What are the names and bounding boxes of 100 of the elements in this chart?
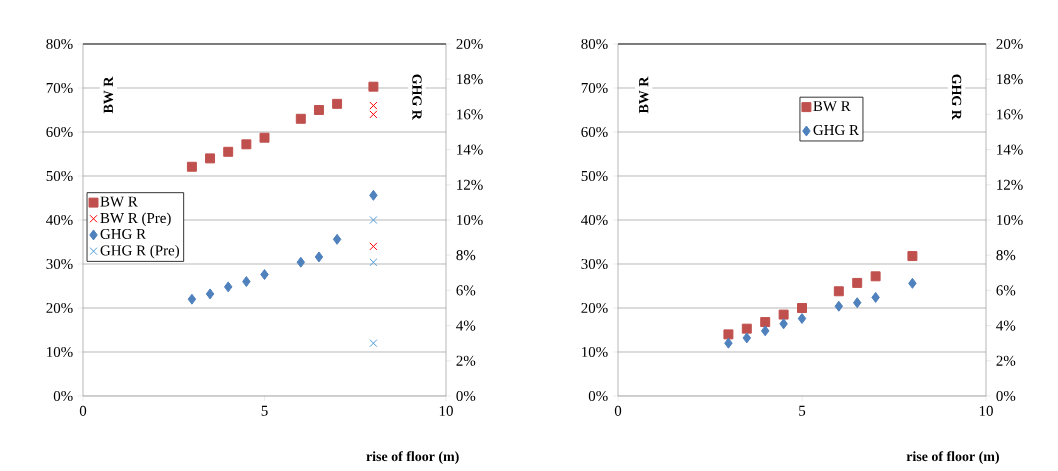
y-tick-label: 80% xyxy=(581,38,608,50)
point xyxy=(242,276,251,288)
point xyxy=(186,161,197,172)
y2-tick-label: 0% xyxy=(996,390,1016,402)
x-tick-label: 0 xyxy=(79,405,87,416)
x-tick-label: 10 xyxy=(979,405,993,416)
y2-tick-label: 8% xyxy=(456,250,476,261)
point xyxy=(723,329,734,340)
x-tick-label: 5 xyxy=(799,405,806,416)
point xyxy=(871,291,880,303)
point xyxy=(369,189,378,201)
legend-label: GHG R xyxy=(100,228,147,239)
point xyxy=(369,215,378,225)
point xyxy=(907,251,918,262)
y2-tick-label: 6% xyxy=(996,285,1016,296)
y-tick-label: 70% xyxy=(46,82,73,94)
x-tick-label: 5 xyxy=(261,405,268,416)
y2-axis-title: GHG R xyxy=(951,74,962,120)
point xyxy=(760,317,771,328)
point xyxy=(368,81,379,92)
point xyxy=(797,313,807,325)
point xyxy=(295,113,306,124)
point xyxy=(223,146,234,157)
point xyxy=(724,337,733,349)
y2-axis-title: GHG R xyxy=(412,74,422,120)
y-tick-label: 70% xyxy=(581,82,608,94)
x-axis-title: rise of floor (m) xyxy=(906,451,999,464)
y-tick-label: 50% xyxy=(46,170,73,182)
y-tick-label: 30% xyxy=(581,258,608,270)
y2-tick-label: 12% xyxy=(997,179,1023,190)
point xyxy=(314,251,324,263)
legend-label: GHG R (Pre) xyxy=(100,244,179,259)
point xyxy=(369,339,378,348)
y2-tick-label: 8% xyxy=(996,250,1016,261)
point xyxy=(369,110,378,119)
legend-label: BW R xyxy=(100,196,138,207)
y2-tick-label: 16% xyxy=(997,109,1023,120)
point xyxy=(259,132,270,143)
point xyxy=(760,325,770,337)
point xyxy=(779,318,788,330)
point xyxy=(833,286,844,297)
legend-label: GHG R xyxy=(813,125,859,136)
y2-tick-label: 4% xyxy=(996,320,1016,331)
y-tick-label: 60% xyxy=(581,126,608,138)
y-tick-label: 60% xyxy=(46,126,73,138)
y2-tick-label: 20% xyxy=(996,38,1023,50)
point xyxy=(223,281,233,293)
y-tick-label: 20% xyxy=(46,302,73,314)
y-tick-label: 0% xyxy=(53,390,73,402)
y-tick-label: 0% xyxy=(588,390,608,402)
y2-tick-label: 18% xyxy=(997,74,1023,85)
y-tick-label: 40% xyxy=(46,214,73,226)
y-axis-title: BW R xyxy=(103,76,114,114)
y2-tick-label: 16% xyxy=(457,109,483,120)
point xyxy=(260,269,269,281)
y-tick-label: 80% xyxy=(46,38,73,50)
y-tick-label: 10% xyxy=(47,346,73,358)
point xyxy=(870,271,881,282)
y2-tick-label: 14% xyxy=(997,144,1023,155)
y2-tick-label: 6% xyxy=(456,285,476,296)
y2-tick-label: 10% xyxy=(457,214,483,226)
y2-tick-label: 10% xyxy=(997,214,1023,226)
legend-label: BW R xyxy=(813,101,851,112)
point xyxy=(742,332,752,344)
y-tick-label: 50% xyxy=(581,170,608,182)
point xyxy=(332,233,342,245)
point xyxy=(332,98,343,109)
point xyxy=(369,242,378,251)
y2-tick-label: 12% xyxy=(457,179,483,190)
point xyxy=(369,258,378,267)
y2-tick-label: 2% xyxy=(456,355,476,366)
y2-tick-label: 4% xyxy=(456,320,476,331)
y-axis-title: BW R xyxy=(639,76,649,114)
point xyxy=(834,300,844,312)
y2-tick-label: 2% xyxy=(996,355,1016,366)
x-tick-label: 10 xyxy=(439,405,453,416)
x-tick-label: 0 xyxy=(614,405,622,416)
point xyxy=(241,139,252,150)
y-tick-label: 40% xyxy=(581,214,608,226)
point xyxy=(778,309,789,320)
y2-tick-label: 0% xyxy=(456,390,476,402)
point xyxy=(852,297,862,309)
y-tick-label: 20% xyxy=(581,302,608,314)
y2-tick-label: 14% xyxy=(457,144,483,155)
point xyxy=(908,277,917,289)
y-tick-label: 10% xyxy=(582,346,608,358)
y-tick-label: 30% xyxy=(46,258,73,270)
point xyxy=(741,323,752,334)
point xyxy=(369,101,378,110)
point xyxy=(296,256,306,268)
point xyxy=(187,293,197,305)
y2-tick-label: 20% xyxy=(456,38,483,50)
point xyxy=(205,288,215,300)
point xyxy=(205,153,216,164)
point xyxy=(797,303,807,313)
point xyxy=(852,277,863,288)
legend-label: BW R (Pre) xyxy=(100,212,171,227)
x-axis-title: rise of floor (m) xyxy=(366,451,459,464)
y2-tick-label: 18% xyxy=(457,74,483,85)
point xyxy=(313,105,324,115)
